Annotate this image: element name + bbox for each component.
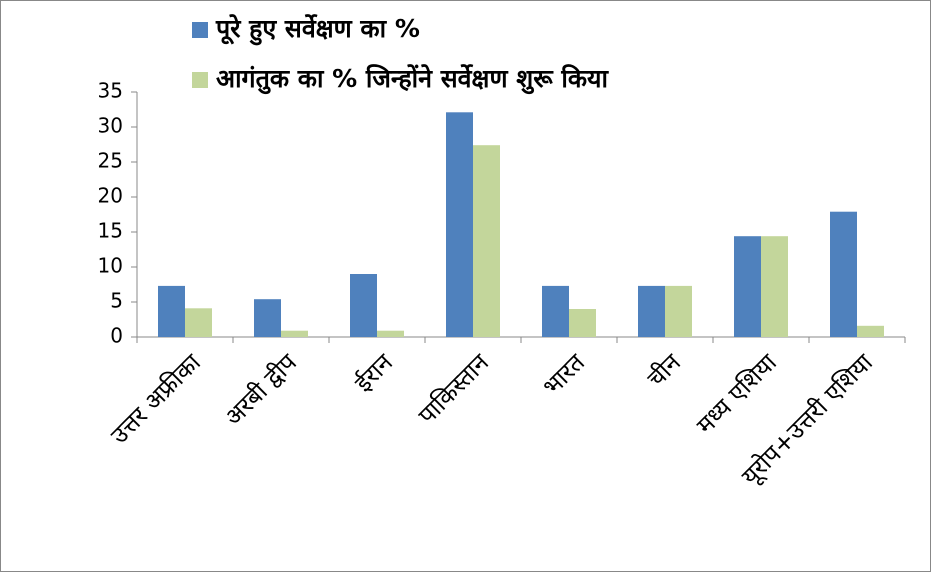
bar bbox=[542, 285, 569, 337]
bar bbox=[734, 236, 761, 337]
legend-label: आगंतुक का % जिन्होंने सर्वेक्षण शुरू किय… bbox=[216, 64, 610, 95]
bar bbox=[473, 145, 500, 337]
y-tick-label: 15 bbox=[98, 219, 123, 243]
bar bbox=[830, 211, 857, 337]
bar bbox=[761, 236, 788, 337]
y-tick-label: 30 bbox=[98, 114, 123, 138]
y-tick-label: 5 bbox=[110, 289, 123, 313]
bar bbox=[446, 112, 473, 337]
legend-label: पूरे हुए सर्वेक्षण का % bbox=[215, 14, 420, 46]
y-tick-label: 0 bbox=[110, 324, 123, 348]
y-tick-label: 25 bbox=[98, 149, 123, 173]
bar bbox=[281, 330, 308, 337]
bar bbox=[665, 285, 692, 337]
bar bbox=[569, 309, 596, 337]
bar bbox=[350, 274, 377, 337]
bar bbox=[638, 285, 665, 337]
y-tick-label: 35 bbox=[98, 79, 123, 103]
y-tick-label: 20 bbox=[98, 184, 123, 208]
legend-swatch bbox=[192, 22, 208, 38]
legend-swatch bbox=[192, 72, 208, 88]
y-tick-label: 10 bbox=[98, 254, 123, 278]
bar bbox=[377, 330, 404, 337]
bar bbox=[857, 325, 884, 337]
bar bbox=[185, 308, 212, 337]
bar bbox=[158, 285, 185, 337]
bar bbox=[254, 299, 281, 337]
